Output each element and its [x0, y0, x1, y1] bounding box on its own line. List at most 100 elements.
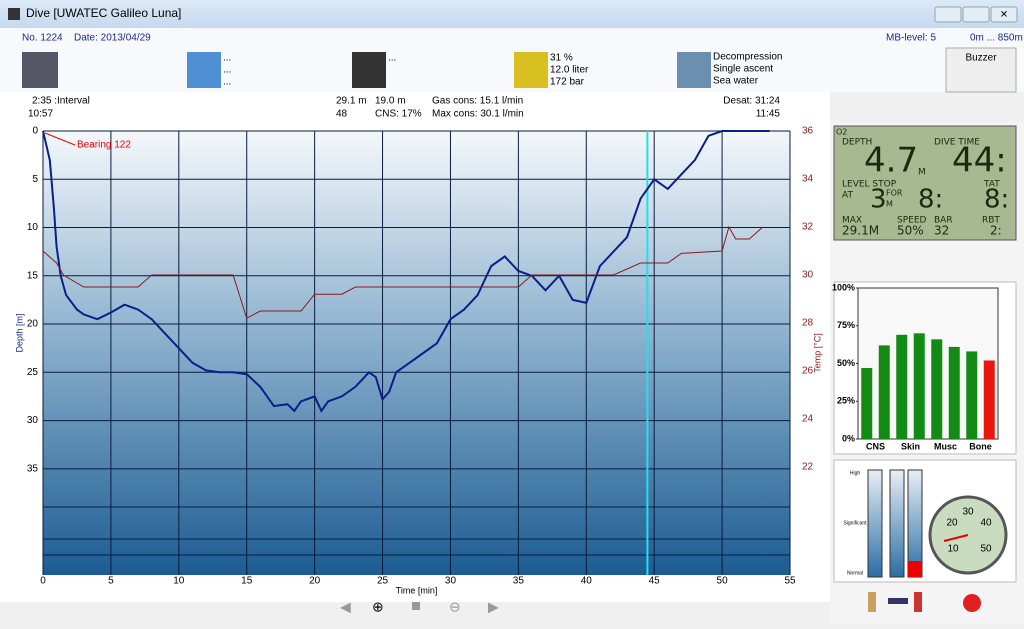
status-icon [868, 592, 876, 612]
y-tick-label: 15 [27, 270, 39, 281]
y-tick-label: 75% [837, 320, 855, 330]
zoom-out-button[interactable]: ⊖ [449, 599, 461, 615]
buzzer: Buzzer [965, 53, 997, 64]
stats-row [0, 92, 830, 122]
y2-tick-label: 22 [802, 462, 814, 473]
gauge-label: 40 [980, 518, 992, 529]
y-tick-label: 5 [32, 174, 38, 185]
tank-icon[interactable] [514, 52, 548, 88]
plot-area [43, 131, 790, 575]
dive-type-line: Sea water [713, 76, 759, 87]
x-tick-label: 5 [108, 576, 114, 587]
y2-tick-label: 28 [802, 318, 814, 329]
y-tick-label: 35 [27, 463, 39, 474]
maximize-button[interactable] [962, 6, 990, 23]
workload-label: Significant [843, 520, 867, 526]
x-tick-label: 45 [649, 576, 661, 587]
lcd-value: 32 [934, 224, 949, 238]
lcd-label: DEPTH [842, 138, 872, 148]
close-button[interactable] [990, 6, 1018, 23]
camera-icon[interactable] [352, 52, 386, 88]
close-icon: ✕ [1000, 10, 1008, 21]
dive-computer: O2 DEPTH 4.7 M DIVE TIME 44: LEVEL STOP … [833, 125, 1017, 241]
window-title: Dive [UWATEC Galileo Luna] [26, 6, 181, 20]
y2-tick-label: 34 [802, 174, 814, 185]
lcd-label: TAT [983, 180, 1000, 190]
bar [948, 346, 960, 439]
lcd-label: FOR [886, 189, 903, 198]
dive-type-line: Single ascent [713, 64, 773, 75]
dive-type-icon[interactable] [677, 52, 711, 88]
prev-button[interactable]: ◀ [340, 599, 351, 615]
lcd-label: LEVEL STOP [842, 180, 897, 190]
lcd-label: SPEED [897, 216, 927, 226]
next-button[interactable]: ▶ [488, 599, 499, 615]
tank-line: 172 bar [550, 77, 585, 88]
status-icons [868, 592, 981, 612]
altitude: 0m ... 850m [970, 33, 1023, 44]
event-rows [43, 506, 790, 556]
gauge-label: 10 [947, 544, 959, 555]
lcd-value: 44: [952, 141, 1007, 181]
weather-icon[interactable] [187, 52, 221, 88]
buddy-photo[interactable] [22, 52, 58, 88]
lcd-label: RBT [982, 216, 1000, 226]
mb-level: MB-level: 5 [886, 33, 936, 44]
camera-text: ... [388, 53, 396, 64]
x-tick-label: 0 [40, 576, 46, 587]
dive-date: Date: 2013/04/29 [74, 33, 151, 44]
lcd-value: 4.7 [864, 141, 918, 181]
y2-axis-label: Temp [°C] [812, 333, 822, 373]
gauge-needle [943, 534, 969, 542]
bar [983, 360, 995, 439]
status-icon [888, 598, 908, 604]
x-tick-label: 15 [241, 576, 253, 587]
x-tick-label: 30 [445, 576, 457, 587]
x-tick-label: 20 [309, 576, 321, 587]
x-tick-label: 55 [784, 576, 796, 587]
header [0, 28, 1024, 92]
lcd-label: MAX [842, 216, 862, 226]
minimize-button[interactable] [934, 6, 962, 23]
lcd-label: M [886, 200, 893, 209]
lungs-icon [963, 594, 981, 612]
x-tick-label: Skin [901, 441, 920, 451]
lcd-value: 3 [870, 185, 887, 215]
lcd-value: 8: [918, 185, 943, 215]
y-tick-label: 100% [832, 282, 855, 292]
y2-tick-label: 32 [802, 222, 814, 233]
workload-label: High [850, 470, 861, 476]
x-tick-label: 35 [513, 576, 525, 587]
gauge-label: 50 [980, 544, 992, 555]
y-tick-label: 25% [837, 396, 855, 406]
status-icon [914, 592, 922, 612]
y-tick-label: 20 [27, 319, 39, 330]
x-axis-label: Time [min] [396, 585, 438, 595]
interval: 2:35 :Interval [32, 96, 90, 107]
workload-tube [889, 469, 905, 578]
stop-button[interactable] [412, 602, 420, 610]
zoom-in-button[interactable]: ⊕ [372, 599, 384, 615]
duration: 48 [336, 109, 348, 120]
bar [878, 345, 890, 439]
x-tick-label: 50 [717, 576, 729, 587]
title-bar [0, 0, 1024, 28]
lcd-label: O2 [836, 128, 847, 137]
x-tick-label: Bone [969, 441, 992, 451]
y-tick-label: 25 [27, 367, 39, 378]
y2-tick-label: 26 [802, 366, 814, 377]
app-icon [8, 8, 20, 20]
lcd-label: M [918, 168, 926, 178]
bar [896, 334, 908, 439]
buzzer-button[interactable] [945, 47, 1017, 93]
weather-line: ... [223, 53, 231, 64]
lcd-label: AT [842, 191, 853, 201]
exit-time: 11:45 [756, 109, 781, 120]
y-tick-label: 0% [842, 433, 855, 443]
y2-tick-label: 30 [802, 270, 814, 281]
workload-tube [907, 469, 923, 578]
annotation-leader [44, 132, 76, 146]
lcd-value: 2: [990, 224, 1002, 238]
gauge-label: 30 [962, 507, 974, 518]
